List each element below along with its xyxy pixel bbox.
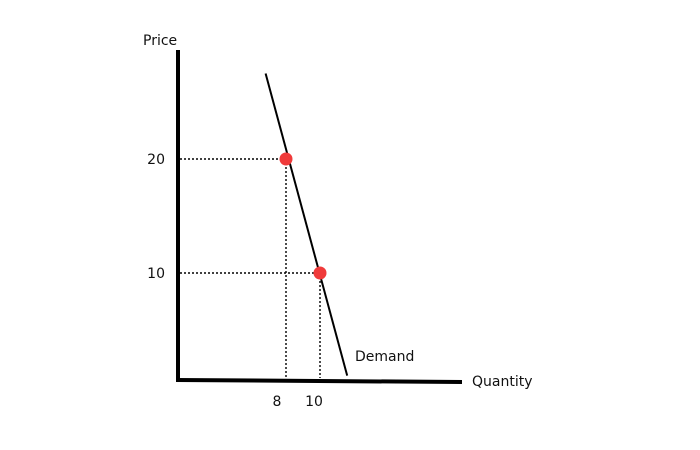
series-label-demand: Demand: [355, 349, 414, 365]
demand-line: [264, 73, 349, 376]
tick-labels: 10 20 8 10: [147, 152, 323, 410]
highlighted-points: [279, 152, 327, 280]
x-tick-label-1: 10: [305, 394, 323, 410]
y-tick-label-0: 10: [147, 266, 165, 282]
guide-lines: [180, 158, 321, 378]
x-tick-label-0: 8: [273, 394, 282, 410]
point-0: [279, 152, 293, 166]
y-axis-label: Price: [143, 33, 177, 49]
x-axis: [175, 378, 463, 384]
point-1: [313, 266, 327, 280]
x-axis-label: Quantity: [472, 374, 533, 390]
demand-series: [264, 73, 349, 376]
y-tick-label-1: 20: [147, 152, 165, 168]
